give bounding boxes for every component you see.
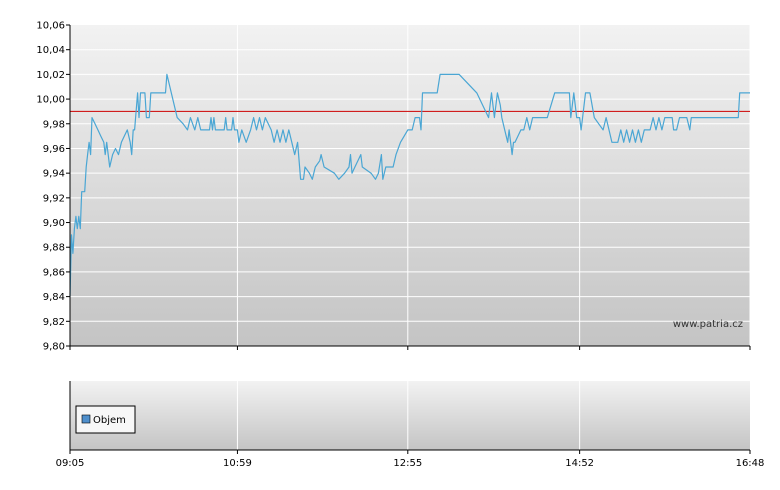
x-tick-label: 09:05 <box>56 458 85 469</box>
volume-panel: Objem <box>69 381 751 454</box>
volume-x-tick-marks <box>69 450 751 454</box>
watermark: www.patria.cz <box>673 319 743 330</box>
y-tick-label: 10,04 <box>36 45 65 56</box>
y-tick-label: 9,90 <box>43 218 65 229</box>
x-tick-label: 16:48 <box>736 458 765 469</box>
price-panel: 10,06 10,04 10,02 10,00 9,98 9,96 9,94 9,92 9,90… <box>36 21 751 353</box>
y-tick-label: 9,96 <box>43 144 65 155</box>
price-gridlines <box>70 25 751 346</box>
x-tick-label: 12:55 <box>393 458 422 469</box>
x-tick-label: 10:59 <box>223 458 252 469</box>
price-line <box>69 73 750 297</box>
y-tick-label: 9,84 <box>43 292 65 303</box>
y-tick-label: 10,02 <box>36 70 65 81</box>
y-tick-label: 10,00 <box>36 95 65 106</box>
y-tick-label: 9,94 <box>43 169 65 180</box>
price-x-tick-marks <box>69 346 751 350</box>
y-tick-label: 9,98 <box>43 119 65 130</box>
y-tick-label: 9,92 <box>43 193 65 204</box>
y-tick-label: 9,80 <box>43 342 65 353</box>
price-plot-area <box>70 25 750 346</box>
volume-plot-area <box>70 381 750 450</box>
volume-gridlines <box>236 381 581 450</box>
y-tick-label: 9,82 <box>43 317 65 328</box>
legend-swatch <box>81 414 91 424</box>
x-tick-label: 14:52 <box>565 458 594 469</box>
y-axis-ticks: 10,06 10,04 10,02 10,00 9,98 9,96 9,94 9,92 9,90… <box>36 21 70 353</box>
y-tick-label: 9,88 <box>43 243 65 254</box>
legend: Objem <box>75 405 136 434</box>
y-tick-label: 9,86 <box>43 267 65 278</box>
x-axis-labels: 09:05 10:59 12:55 14:52 16:48 <box>56 458 765 469</box>
price-series <box>69 73 750 297</box>
y-tick-label: 10,06 <box>36 21 65 32</box>
legend-label-objem: Objem <box>93 415 126 426</box>
